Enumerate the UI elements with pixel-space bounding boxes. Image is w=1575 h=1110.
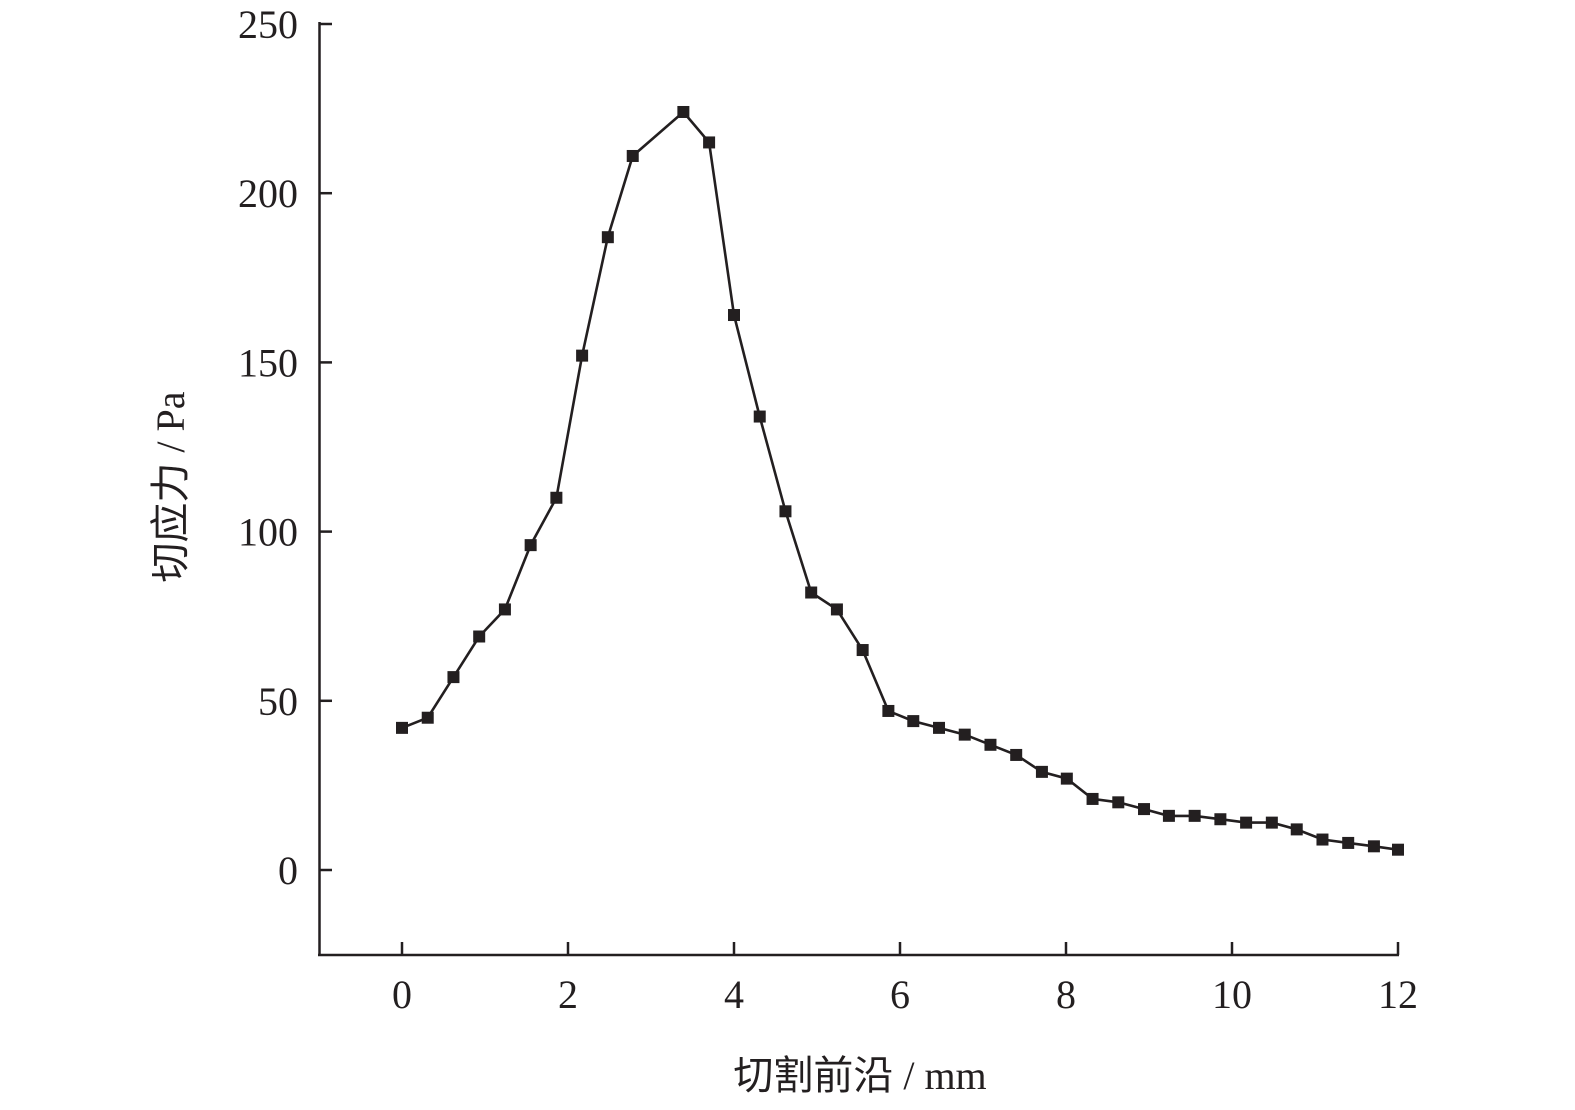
data-point: [421, 711, 434, 724]
data-point: [830, 603, 843, 616]
x-tick-label: 4: [724, 972, 744, 1017]
x-axis-title: 切割前沿 / mm: [733, 1053, 986, 1098]
y-tick-label: 150: [238, 340, 298, 385]
x-tick-label: 8: [1056, 972, 1076, 1017]
y-tick-label: 0: [278, 848, 298, 893]
data-point: [1112, 796, 1125, 809]
data-point: [1265, 816, 1278, 829]
data-point: [984, 738, 997, 751]
x-tick-label: 6: [890, 972, 910, 1017]
x-tick-label: 0: [392, 972, 412, 1017]
y-axis-title: 切应力 / Pa: [148, 391, 193, 582]
data-point: [1086, 792, 1099, 805]
data-point: [1342, 836, 1355, 849]
data-point: [626, 149, 639, 162]
data-point: [473, 630, 486, 643]
data-point: [1392, 843, 1404, 856]
data-point: [550, 491, 563, 504]
data-point: [1240, 816, 1253, 829]
data-point: [958, 728, 971, 741]
data-point: [447, 671, 460, 684]
data-point: [1138, 803, 1151, 816]
data-point: [728, 309, 740, 322]
data-point: [1035, 765, 1048, 778]
data-point: [601, 231, 614, 244]
data-point: [779, 505, 792, 518]
y-tick-label: 100: [238, 510, 298, 555]
data-point: [1060, 772, 1073, 785]
y-tick-label: 200: [238, 171, 298, 216]
data-point: [1367, 840, 1380, 853]
plot-area: 0 50 100 150 200 250 0 2 4 6 8 10 12: [238, 2, 1418, 1017]
y-tick-label: 250: [238, 2, 298, 47]
y-axis-ticks: 0 50 100 150 200 250: [238, 2, 332, 893]
x-tick-label: 2: [558, 972, 578, 1017]
data-point: [396, 721, 408, 734]
x-axis-ticks: 0 2 4 6 8 10 12: [392, 942, 1418, 1017]
data-point: [753, 410, 766, 423]
data-point: [856, 644, 869, 657]
x-tick-label: 12: [1378, 972, 1418, 1017]
data-point: [907, 715, 920, 728]
data-point: [576, 349, 589, 362]
x-tick-label: 10: [1212, 972, 1252, 1017]
data-point: [1188, 809, 1201, 822]
data-point: [933, 721, 946, 734]
data-point: [805, 586, 818, 599]
data-point: [677, 105, 690, 118]
data-point: [703, 136, 716, 149]
data-point: [1162, 809, 1175, 822]
data-point: [524, 539, 537, 552]
data-point: [1214, 813, 1227, 826]
y-tick-label: 50: [258, 679, 298, 724]
data-point: [1290, 823, 1303, 836]
data-point: [1316, 833, 1329, 846]
data-point: [1010, 748, 1023, 761]
series-line: [401, 110, 1399, 851]
data-point: [882, 704, 895, 717]
series-group: [396, 105, 1404, 856]
data-point: [498, 603, 511, 616]
